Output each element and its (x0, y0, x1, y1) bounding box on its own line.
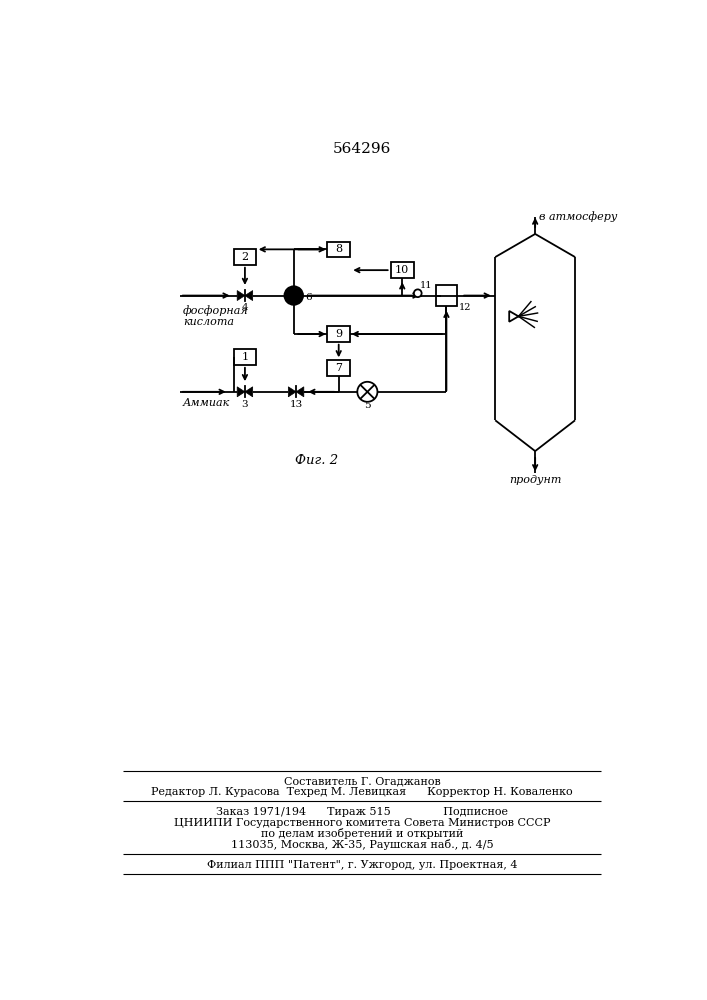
Text: 8: 8 (335, 244, 342, 254)
Polygon shape (237, 387, 245, 397)
Text: фосфорная
кислота: фосфорная кислота (183, 305, 249, 327)
Circle shape (414, 289, 421, 297)
Text: 2: 2 (241, 252, 248, 262)
Text: 10: 10 (395, 265, 409, 275)
Text: 11: 11 (420, 281, 433, 290)
Bar (234, 349, 256, 365)
Text: 4: 4 (242, 303, 248, 312)
Text: 3: 3 (242, 400, 248, 409)
Text: 13: 13 (289, 400, 303, 409)
Text: ЦНИИПИ Государственного комитета Совета Министров СССР: ЦНИИПИ Государственного комитета Совета … (174, 818, 550, 828)
Text: Редактор Л. Курасова  Техред М. Левицкая      Корректор Н. Коваленко: Редактор Л. Курасова Техред М. Левицкая … (151, 787, 573, 797)
Text: 113035, Москва, Ж-35, Раушская наб., д. 4/5: 113035, Москва, Ж-35, Раушская наб., д. … (230, 839, 493, 850)
Polygon shape (296, 387, 304, 397)
Polygon shape (245, 291, 252, 301)
Bar (391, 262, 414, 278)
Text: Заказ 1971/194      Тираж 515               Подписное: Заказ 1971/194 Тираж 515 Подписное (216, 807, 508, 817)
Text: продунт: продунт (509, 475, 561, 485)
Text: в атмосферу: в атмосферу (539, 212, 617, 222)
Text: 7: 7 (335, 363, 342, 373)
Text: 6: 6 (305, 293, 312, 302)
Text: Фиг. 2: Фиг. 2 (296, 454, 339, 467)
Text: 1: 1 (241, 352, 248, 362)
Bar (234, 249, 256, 265)
Text: по делам изобретений и открытий: по делам изобретений и открытий (261, 828, 463, 839)
Bar (327, 326, 351, 342)
Bar (327, 360, 351, 376)
Text: Филиал ППП "Патент", г. Ужгород, ул. Проектная, 4: Филиал ППП "Патент", г. Ужгород, ул. Про… (206, 860, 518, 870)
Text: Аммиак: Аммиак (183, 398, 230, 408)
Text: 9: 9 (335, 329, 342, 339)
Polygon shape (237, 291, 245, 301)
Text: 12: 12 (459, 303, 472, 312)
Text: 564296: 564296 (333, 142, 391, 156)
Circle shape (284, 286, 303, 305)
Polygon shape (288, 387, 296, 397)
Text: 5: 5 (364, 401, 370, 410)
Polygon shape (245, 387, 252, 397)
Bar (327, 242, 351, 257)
Bar (436, 285, 457, 306)
Text: Составитель Г. Огаджанов: Составитель Г. Огаджанов (284, 776, 440, 786)
Circle shape (357, 382, 378, 402)
